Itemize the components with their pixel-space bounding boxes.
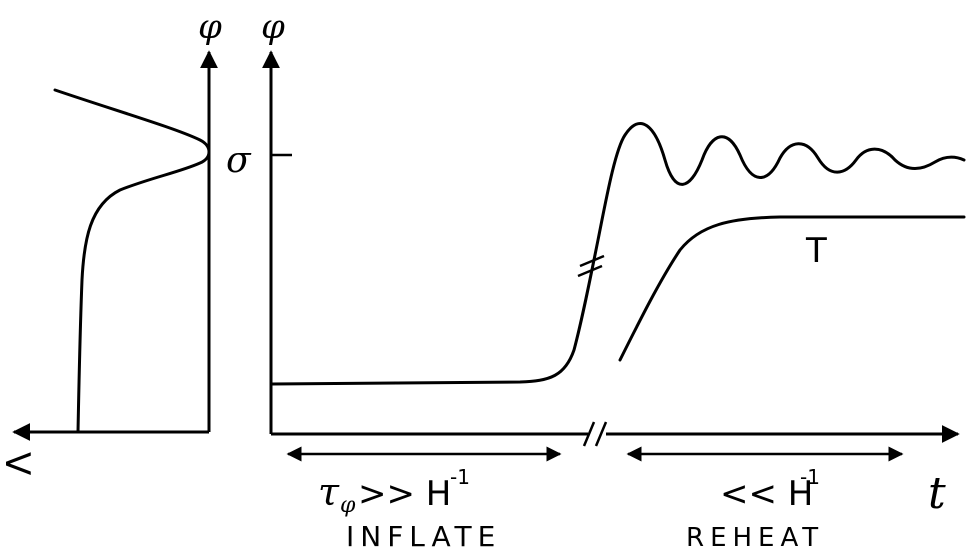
sigma-marker: σ: [226, 140, 292, 181]
temperature-label: T: [805, 231, 827, 271]
temperature-curve: [618, 215, 966, 362]
inflate-interval: τ φ >> H -1 INFLATE: [286, 446, 562, 551]
inflate-tau: τ: [318, 470, 340, 514]
inflate-duration-superscript: -1: [450, 465, 470, 489]
phi-curve-break-mark: [577, 254, 605, 278]
left-phi-label: φ: [198, 7, 222, 47]
reheat-interval: << H -1 REHEAT: [626, 446, 904, 551]
reheat-duration-superscript: -1: [800, 465, 820, 489]
potential-curve: [53, 88, 211, 434]
right-phi-label: φ: [261, 7, 285, 47]
inflate-duration-rest: >> H: [358, 474, 451, 514]
reheat-duration: << H: [720, 474, 813, 514]
inflate-label: INFLATE: [346, 520, 501, 551]
sigma-label: σ: [226, 140, 252, 181]
right-panel-evolution: φ t T: [261, 7, 966, 519]
t-axis-break-mark: [582, 421, 608, 447]
reheat-label: REHEAT: [686, 523, 824, 551]
phi-curve: [270, 122, 966, 386]
t-label: t: [928, 468, 946, 519]
left-v-label: V: [0, 452, 37, 475]
left-panel-potential: φ V: [0, 7, 222, 475]
inflate-tau-subscript: φ: [340, 493, 356, 518]
